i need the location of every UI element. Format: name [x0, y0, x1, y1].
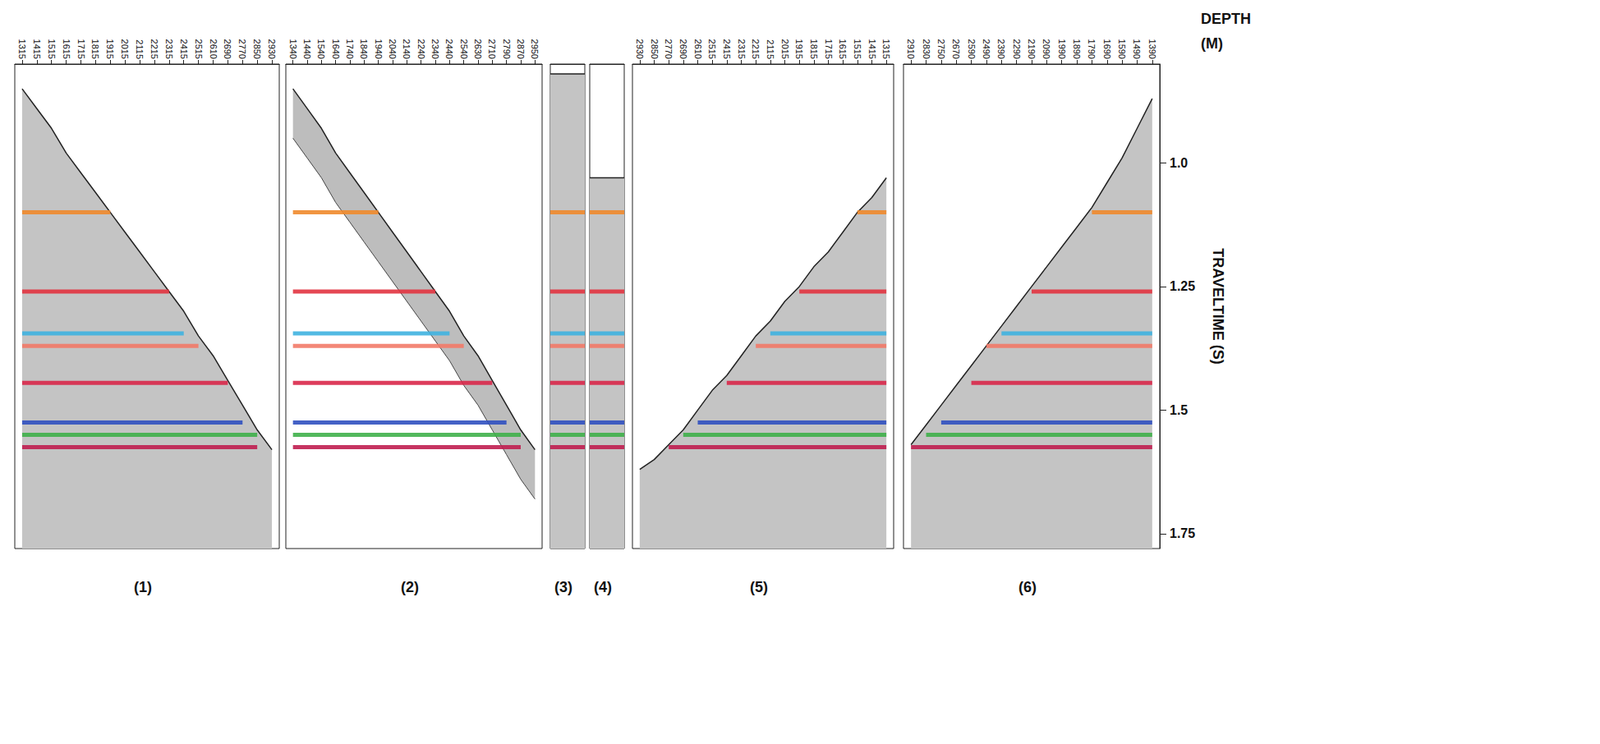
svg-text:DEPTH: DEPTH — [1200, 10, 1251, 28]
svg-text:2610: 2610 — [208, 39, 219, 60]
svg-text:1940: 1940 — [373, 39, 384, 60]
svg-text:1515: 1515 — [852, 39, 863, 60]
svg-text:1440: 1440 — [302, 39, 313, 60]
svg-text:1615: 1615 — [837, 39, 848, 60]
svg-text:(3): (3) — [554, 579, 573, 596]
svg-text:2850: 2850 — [252, 39, 263, 60]
svg-text:2115: 2115 — [765, 39, 776, 60]
svg-text:(2): (2) — [400, 579, 419, 596]
svg-text:2670: 2670 — [951, 39, 961, 60]
svg-text:2610: 2610 — [693, 39, 704, 60]
svg-text:2315: 2315 — [736, 39, 747, 60]
svg-text:2215: 2215 — [750, 39, 761, 60]
svg-text:(M): (M) — [1200, 35, 1223, 52]
svg-text:2015: 2015 — [119, 39, 130, 60]
svg-text:1915: 1915 — [794, 39, 805, 60]
svg-text:1390: 1390 — [1147, 39, 1158, 60]
svg-text:1840: 1840 — [358, 39, 369, 60]
svg-text:2950: 2950 — [529, 39, 540, 60]
svg-text:2215: 2215 — [149, 39, 160, 60]
svg-text:2515: 2515 — [193, 39, 204, 60]
svg-text:1790: 1790 — [1086, 39, 1097, 60]
svg-text:2590: 2590 — [966, 39, 977, 60]
svg-text:1815: 1815 — [809, 39, 819, 60]
svg-text:1590: 1590 — [1117, 39, 1127, 60]
svg-text:2690: 2690 — [222, 39, 233, 60]
svg-text:2710: 2710 — [487, 39, 497, 60]
svg-text:1915: 1915 — [105, 39, 115, 60]
svg-text:(5): (5) — [749, 579, 768, 596]
svg-text:2090: 2090 — [1041, 39, 1052, 60]
svg-text:(4): (4) — [593, 579, 612, 596]
svg-text:2870: 2870 — [515, 39, 526, 60]
svg-text:2115: 2115 — [134, 39, 145, 60]
svg-text:1540: 1540 — [316, 39, 327, 60]
svg-text:1715: 1715 — [823, 39, 834, 60]
svg-text:TRAVELTIME (S): TRAVELTIME (S) — [1209, 248, 1227, 364]
svg-text:1990: 1990 — [1057, 39, 1067, 60]
svg-text:2540: 2540 — [459, 39, 469, 60]
svg-text:1.75: 1.75 — [1169, 526, 1196, 541]
svg-text:1340: 1340 — [288, 39, 299, 60]
svg-text:2910: 2910 — [905, 39, 916, 60]
svg-text:1.5: 1.5 — [1169, 403, 1188, 418]
svg-text:2490: 2490 — [981, 39, 992, 60]
svg-text:2440: 2440 — [444, 39, 455, 60]
svg-text:1415: 1415 — [32, 39, 42, 60]
svg-text:2140: 2140 — [401, 39, 412, 60]
svg-text:2015: 2015 — [780, 39, 791, 60]
svg-text:2290: 2290 — [1011, 39, 1022, 60]
svg-text:1640: 1640 — [331, 39, 341, 60]
svg-text:2830: 2830 — [921, 39, 932, 60]
svg-text:1490: 1490 — [1131, 39, 1142, 60]
svg-text:1315: 1315 — [17, 39, 28, 60]
svg-text:2415: 2415 — [721, 39, 732, 60]
svg-text:2040: 2040 — [387, 39, 398, 60]
svg-text:2240: 2240 — [416, 39, 427, 60]
svg-text:2790: 2790 — [501, 39, 512, 60]
svg-text:2690: 2690 — [678, 39, 689, 60]
svg-text:1815: 1815 — [90, 39, 101, 60]
svg-text:2770: 2770 — [663, 39, 674, 60]
svg-text:1615: 1615 — [61, 39, 72, 60]
svg-text:1315: 1315 — [881, 39, 892, 60]
svg-text:2415: 2415 — [179, 39, 189, 60]
svg-text:(6): (6) — [1018, 579, 1037, 596]
svg-text:2630: 2630 — [473, 39, 483, 60]
svg-text:2750: 2750 — [936, 39, 947, 60]
svg-text:1740: 1740 — [344, 39, 355, 60]
svg-text:2770: 2770 — [237, 39, 248, 60]
svg-text:1515: 1515 — [46, 39, 57, 60]
svg-text:2930: 2930 — [634, 39, 645, 60]
svg-text:2315: 2315 — [164, 39, 175, 60]
svg-text:1890: 1890 — [1071, 39, 1082, 60]
svg-text:2190: 2190 — [1026, 39, 1037, 60]
svg-text:2390: 2390 — [996, 39, 1007, 60]
svg-text:1715: 1715 — [76, 39, 87, 60]
svg-text:2930: 2930 — [266, 39, 277, 60]
svg-text:1415: 1415 — [867, 39, 878, 60]
svg-text:2850: 2850 — [649, 39, 660, 60]
svg-text:1.0: 1.0 — [1169, 156, 1188, 171]
svg-text:(1): (1) — [133, 579, 152, 596]
svg-text:1690: 1690 — [1102, 39, 1113, 60]
svg-text:2515: 2515 — [707, 39, 718, 60]
svg-text:2340: 2340 — [430, 39, 441, 60]
svg-text:1.25: 1.25 — [1169, 279, 1196, 294]
